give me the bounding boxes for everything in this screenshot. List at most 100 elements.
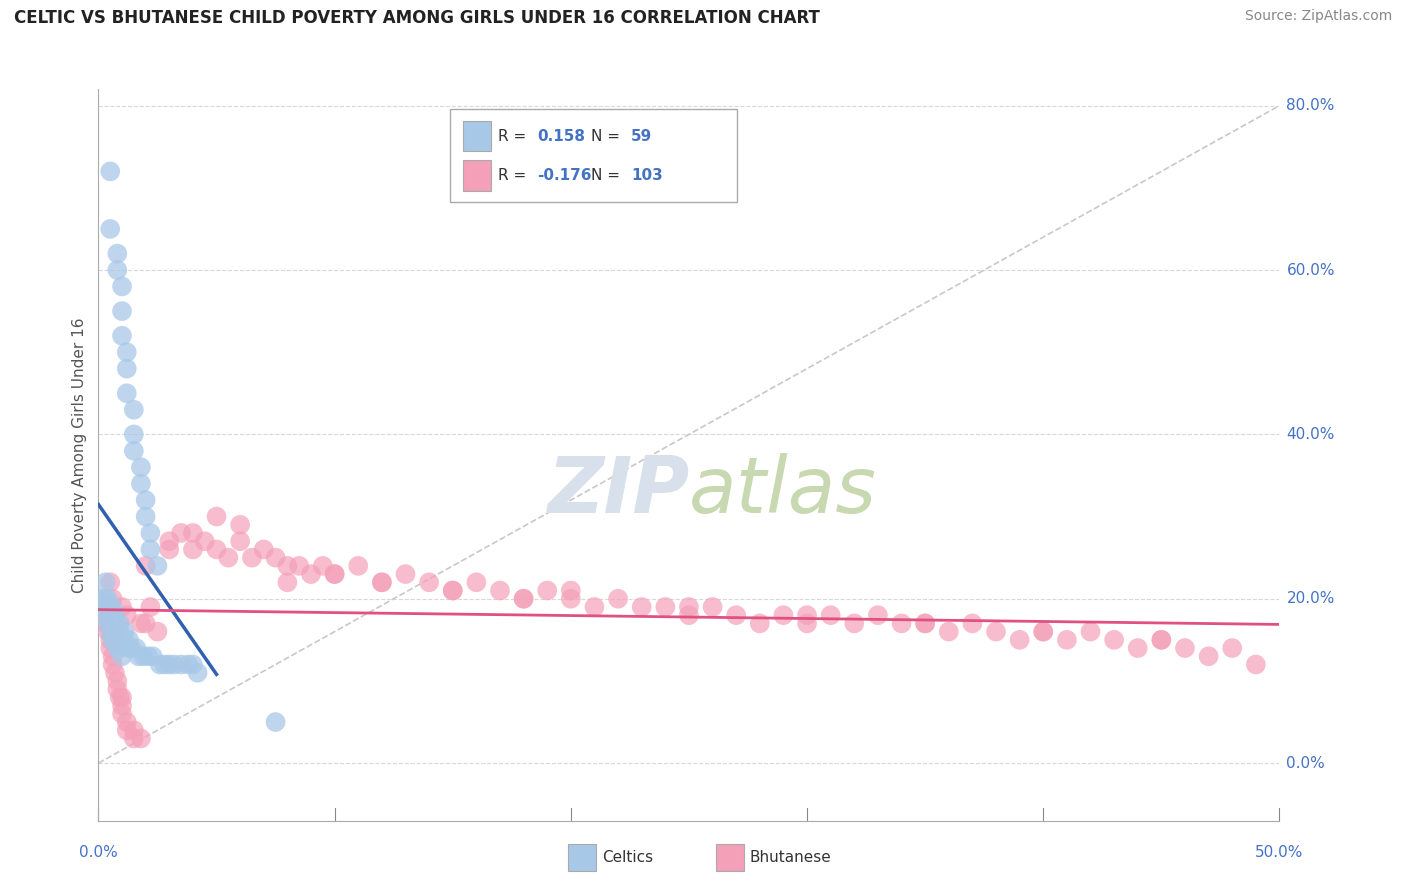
Point bbox=[115, 361, 138, 376]
Text: 20.0%: 20.0% bbox=[1286, 591, 1334, 607]
Point bbox=[98, 624, 121, 639]
Point bbox=[108, 641, 131, 656]
Point bbox=[104, 632, 127, 647]
Text: 59: 59 bbox=[631, 128, 652, 144]
Point bbox=[94, 575, 117, 590]
Point bbox=[1008, 632, 1031, 647]
Text: Bhutanese: Bhutanese bbox=[749, 850, 831, 864]
Point bbox=[105, 641, 128, 656]
Point bbox=[135, 616, 157, 631]
Point bbox=[135, 493, 157, 508]
Point bbox=[101, 632, 124, 647]
Point bbox=[240, 550, 263, 565]
Point bbox=[938, 624, 960, 639]
Point bbox=[139, 599, 162, 614]
Point bbox=[205, 509, 228, 524]
Point bbox=[91, 591, 114, 606]
Point bbox=[112, 632, 135, 647]
Point bbox=[253, 542, 276, 557]
Text: 60.0%: 60.0% bbox=[1286, 262, 1334, 277]
Point bbox=[560, 583, 582, 598]
Point bbox=[122, 731, 145, 746]
Point bbox=[1198, 649, 1220, 664]
Point bbox=[583, 599, 606, 614]
Point bbox=[181, 542, 204, 557]
Point bbox=[157, 542, 180, 557]
Text: 0.0%: 0.0% bbox=[79, 846, 118, 860]
Point bbox=[97, 599, 120, 614]
Point bbox=[149, 657, 172, 672]
Point bbox=[512, 591, 534, 606]
Point bbox=[105, 673, 128, 688]
Point bbox=[796, 608, 818, 623]
Point bbox=[229, 534, 252, 549]
Point bbox=[142, 649, 165, 664]
Point bbox=[111, 649, 134, 664]
Point bbox=[181, 657, 204, 672]
Point bbox=[512, 591, 534, 606]
Point bbox=[153, 657, 176, 672]
Point bbox=[276, 558, 298, 573]
Point bbox=[1150, 632, 1173, 647]
Point bbox=[111, 304, 134, 318]
Point bbox=[177, 657, 200, 672]
Point bbox=[181, 526, 204, 541]
Point bbox=[170, 526, 193, 541]
Point bbox=[371, 575, 394, 590]
Point bbox=[139, 542, 162, 557]
Point bbox=[129, 731, 152, 746]
Point bbox=[121, 641, 143, 656]
Point bbox=[97, 591, 120, 606]
Text: R =: R = bbox=[498, 168, 531, 183]
Point bbox=[276, 575, 298, 590]
Point bbox=[170, 657, 193, 672]
Point bbox=[105, 624, 128, 639]
Point bbox=[98, 222, 121, 236]
Point bbox=[146, 624, 169, 639]
Point bbox=[91, 608, 114, 623]
Point bbox=[984, 624, 1007, 639]
Point bbox=[135, 558, 157, 573]
Text: N =: N = bbox=[591, 168, 624, 183]
Text: 0.158: 0.158 bbox=[537, 128, 585, 144]
Point bbox=[129, 616, 152, 631]
Point bbox=[111, 279, 134, 293]
Point bbox=[323, 567, 346, 582]
Point bbox=[678, 599, 700, 614]
Point bbox=[890, 616, 912, 631]
Text: ZIP: ZIP bbox=[547, 453, 689, 530]
Point bbox=[111, 599, 134, 614]
Point bbox=[1220, 641, 1243, 656]
Point bbox=[264, 714, 287, 729]
Point bbox=[323, 567, 346, 582]
Point bbox=[122, 443, 145, 458]
Point bbox=[962, 616, 984, 631]
Text: 80.0%: 80.0% bbox=[1286, 98, 1334, 113]
Point bbox=[1174, 641, 1197, 656]
Point bbox=[115, 386, 138, 401]
Text: 0.0%: 0.0% bbox=[1286, 756, 1326, 771]
Point bbox=[98, 632, 121, 647]
Point bbox=[104, 608, 127, 623]
Point bbox=[866, 608, 889, 623]
Point bbox=[371, 575, 394, 590]
Text: atlas: atlas bbox=[689, 453, 877, 530]
Point bbox=[489, 583, 512, 598]
Point bbox=[91, 599, 114, 614]
Point bbox=[105, 682, 128, 697]
Point bbox=[347, 558, 370, 573]
Text: 50.0%: 50.0% bbox=[1256, 846, 1303, 860]
Point bbox=[725, 608, 748, 623]
Point bbox=[914, 616, 936, 631]
Point bbox=[122, 402, 145, 417]
Point bbox=[118, 641, 141, 656]
Point bbox=[136, 649, 159, 664]
Point bbox=[135, 509, 157, 524]
Point bbox=[128, 649, 150, 664]
Point bbox=[205, 542, 228, 557]
Text: CELTIC VS BHUTANESE CHILD POVERTY AMONG GIRLS UNDER 16 CORRELATION CHART: CELTIC VS BHUTANESE CHILD POVERTY AMONG … bbox=[14, 9, 820, 27]
Point bbox=[118, 632, 141, 647]
Point bbox=[312, 558, 335, 573]
Point bbox=[1126, 641, 1149, 656]
Point bbox=[104, 616, 127, 631]
